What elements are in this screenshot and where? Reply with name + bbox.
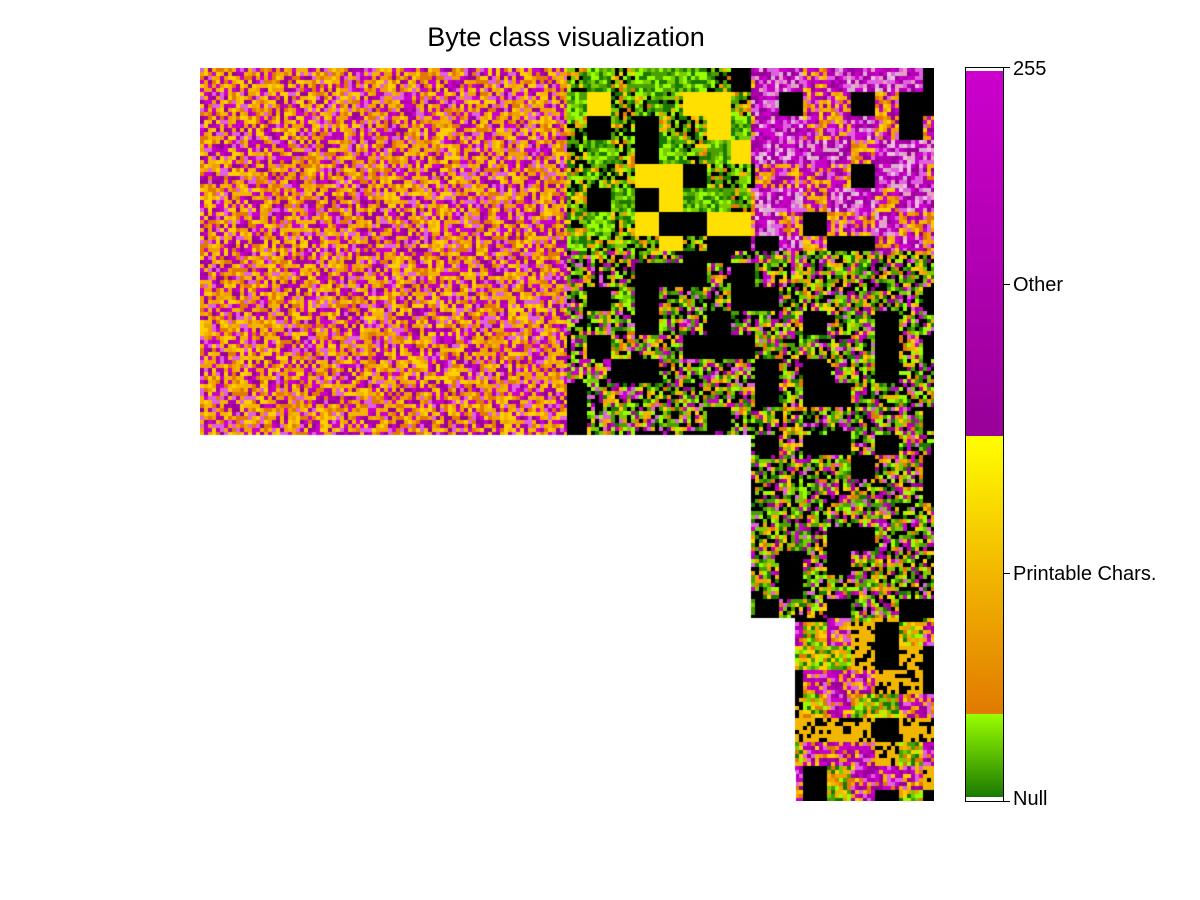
- colorbar-band-printable: [966, 436, 1003, 714]
- colorbar-tick-other: [1004, 284, 1010, 285]
- colorbar-tick-printable: [1004, 573, 1010, 574]
- colorbar: [965, 67, 1004, 802]
- colorbar-label-255: 255: [1013, 58, 1047, 80]
- chart-title: Byte class visualization: [427, 22, 705, 52]
- colorbar-tick-null: [1004, 801, 1010, 802]
- colorbar-label-null: Null: [1013, 788, 1048, 810]
- colorbar-band-max: [966, 68, 1003, 71]
- colorbar-label-other: Other: [1013, 274, 1064, 296]
- colorbar-band-other: [966, 71, 1003, 436]
- byte-heatmap: [200, 68, 934, 801]
- colorbar-label-printable: Printable Chars.: [1013, 563, 1157, 585]
- colorbar-band-low: [966, 714, 1003, 797]
- colorbar-tick-255: [1004, 67, 1010, 68]
- colorbar-band-null: [966, 797, 1003, 801]
